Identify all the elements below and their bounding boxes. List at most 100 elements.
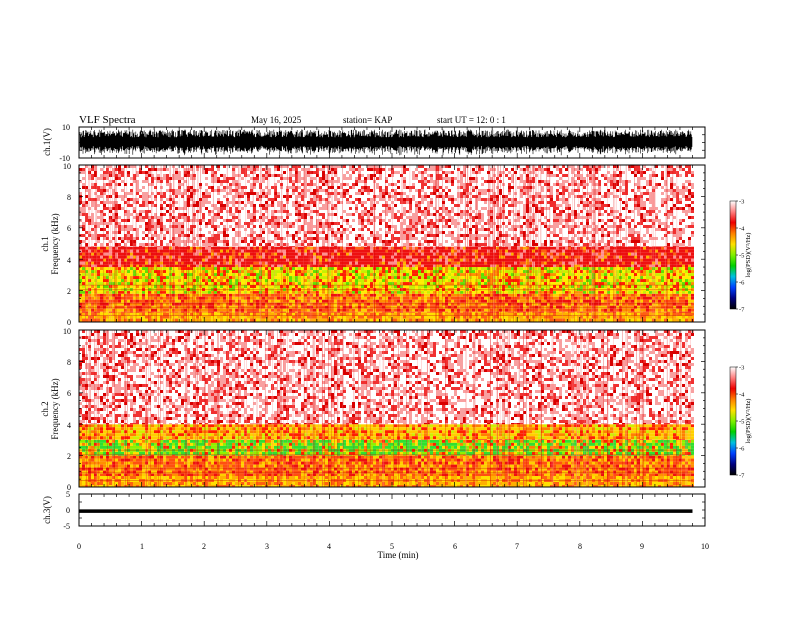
spectrogram-cell bbox=[427, 267, 430, 270]
spectrogram-cell bbox=[487, 256, 490, 259]
spectrogram-cell bbox=[250, 276, 253, 279]
spectrogram-cell bbox=[619, 312, 622, 313]
spectrogram-cell bbox=[127, 285, 130, 288]
spectrogram-cell bbox=[202, 316, 205, 319]
spectrogram-cell bbox=[250, 279, 253, 282]
spectrogram-cell bbox=[154, 250, 157, 253]
spectrogram-cell bbox=[481, 313, 484, 316]
spectrogram-cell bbox=[289, 253, 292, 256]
spectrogram-cell bbox=[514, 316, 517, 319]
spectrogram-cell bbox=[445, 270, 448, 273]
spectrogram-cell bbox=[217, 285, 220, 288]
spectrogram-cell bbox=[550, 282, 553, 285]
spectrogram-cell bbox=[145, 291, 148, 294]
spectrogram-cell bbox=[622, 312, 625, 313]
spectrogram-cell bbox=[355, 276, 358, 279]
spectrogram-cell bbox=[691, 297, 694, 300]
spectrogram-cell bbox=[232, 316, 235, 319]
spectrogram-cell bbox=[460, 285, 463, 288]
spectrogram-cell bbox=[418, 300, 421, 303]
spectrogram-cell bbox=[307, 276, 310, 279]
spectrogram-cell bbox=[601, 291, 604, 294]
spectrogram-cell bbox=[409, 313, 412, 316]
spectrogram-cell bbox=[196, 306, 199, 309]
spectrogram-cell bbox=[505, 285, 508, 288]
spectrogram-cell bbox=[358, 273, 361, 276]
spectrogram-cell bbox=[298, 279, 301, 282]
spectrogram-cell bbox=[349, 256, 352, 259]
spectrogram-cell bbox=[679, 270, 682, 273]
spectrogram-cell bbox=[688, 270, 691, 273]
spectrogram-cell bbox=[385, 273, 388, 276]
spectrogram-cell bbox=[97, 267, 100, 270]
spectrogram-cell bbox=[100, 309, 103, 312]
spectrogram-cell bbox=[601, 300, 604, 303]
spectrogram-cell bbox=[613, 256, 616, 259]
spectrogram-cell bbox=[457, 300, 460, 303]
spectrogram-cell bbox=[376, 288, 379, 291]
spectrogram-cell bbox=[487, 285, 490, 288]
spectrogram-cell bbox=[601, 267, 604, 270]
spectrogram-cell bbox=[211, 294, 214, 297]
spectrogram-cell bbox=[349, 300, 352, 303]
start-ut-label: start UT = 12: 0 : 1 bbox=[437, 115, 506, 125]
spectrogram-cell bbox=[646, 247, 649, 250]
spectrogram-cell bbox=[661, 279, 664, 282]
spectrogram-cell bbox=[229, 253, 232, 256]
spectrogram-cell bbox=[451, 306, 454, 309]
spectrogram-cell bbox=[175, 306, 178, 309]
spectrogram-cell bbox=[445, 267, 448, 270]
spectrogram-cell bbox=[637, 319, 640, 322]
spectrogram-cell bbox=[202, 312, 205, 313]
spectrogram-cell bbox=[136, 313, 139, 316]
spectrogram-cell bbox=[256, 270, 259, 273]
spectrogram-cell bbox=[688, 319, 691, 322]
spectrogram-cell bbox=[181, 259, 184, 262]
spectrogram-cell bbox=[229, 276, 232, 279]
spectrogram-cell bbox=[541, 309, 544, 312]
spectrogram-cell bbox=[421, 276, 424, 279]
spectrogram-cell bbox=[508, 256, 511, 259]
spectrogram-cell bbox=[475, 319, 478, 322]
spectrogram-cell bbox=[175, 267, 178, 270]
spectrogram-cell bbox=[220, 291, 223, 294]
spectrogram-cell bbox=[283, 273, 286, 276]
spectrogram-cell bbox=[274, 313, 277, 316]
spectrogram-cell bbox=[511, 279, 514, 282]
spectrogram-cell bbox=[334, 297, 337, 300]
spectrogram-cell bbox=[505, 294, 508, 297]
spectrogram-cell bbox=[637, 316, 640, 319]
spectrogram-cell bbox=[184, 267, 187, 270]
spectrogram-cell bbox=[601, 282, 604, 285]
spectrogram-cell bbox=[337, 306, 340, 309]
spectrogram-cell bbox=[307, 294, 310, 297]
spectrogram-cell bbox=[220, 279, 223, 282]
spectrogram-cell bbox=[244, 282, 247, 285]
spectrogram-cell bbox=[406, 319, 409, 322]
spectrogram-cell bbox=[475, 309, 478, 312]
spectrogram-cell bbox=[184, 276, 187, 279]
spectrogram-cell bbox=[658, 288, 661, 291]
spectrogram-cell bbox=[133, 276, 136, 279]
spectrogram-cell bbox=[211, 250, 214, 253]
spectrogram-cell bbox=[457, 256, 460, 259]
spectrogram-cell bbox=[91, 259, 94, 262]
spectrogram-cell bbox=[427, 273, 430, 276]
spectrogram-cell bbox=[535, 312, 538, 313]
spectrogram-cell bbox=[649, 285, 652, 288]
spectrogram-cell bbox=[235, 250, 238, 253]
spectrogram-cell bbox=[691, 306, 694, 309]
date-label: May 16, 2025 bbox=[251, 115, 302, 125]
spectrogram-cell bbox=[394, 306, 397, 309]
spectrogram-cell bbox=[208, 276, 211, 279]
spectrogram-cell bbox=[196, 285, 199, 288]
spectrogram-cell bbox=[520, 270, 523, 273]
spectrogram-cell bbox=[394, 282, 397, 285]
spectrogram-cell bbox=[178, 300, 181, 303]
spectrogram-cell bbox=[583, 279, 586, 282]
spectrogram-cell bbox=[487, 273, 490, 276]
spectrogram-cell bbox=[160, 282, 163, 285]
spectrogram-cell bbox=[511, 309, 514, 312]
spectrogram-cell bbox=[100, 306, 103, 309]
spectrogram-cell bbox=[556, 300, 559, 303]
